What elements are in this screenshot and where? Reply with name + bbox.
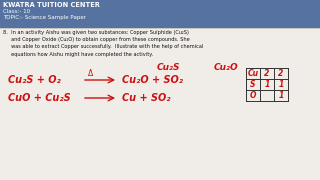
Text: Class:- 10: Class:- 10 (3, 9, 30, 14)
Text: 2: 2 (278, 69, 284, 78)
Text: Cu + SO₂: Cu + SO₂ (122, 93, 171, 103)
Text: Cu₂S + O₂: Cu₂S + O₂ (8, 75, 61, 85)
Text: Cu: Cu (247, 69, 259, 78)
Bar (0, 0, 320, 28)
Text: 2: 2 (264, 69, 270, 78)
Text: KWATRA TUITION CENTER: KWATRA TUITION CENTER (3, 2, 100, 8)
Text: TOPIC:- Science Sample Paper: TOPIC:- Science Sample Paper (3, 15, 86, 19)
Text: CuO + Cu₂S: CuO + Cu₂S (8, 93, 71, 103)
Text: 8.  In an activity Aishu was given two substances: Copper Sulphide (Cu₂S)
     a: 8. In an activity Aishu was given two su… (3, 30, 204, 57)
Text: Cu₂O: Cu₂O (214, 62, 238, 71)
Text: 1: 1 (278, 80, 284, 89)
Text: S: S (250, 80, 256, 89)
Text: 1: 1 (264, 80, 270, 89)
Text: 1: 1 (278, 91, 284, 100)
Text: O: O (250, 91, 256, 100)
Text: Cu₂O + SO₂: Cu₂O + SO₂ (122, 75, 183, 85)
Text: Δ: Δ (88, 69, 93, 78)
Text: Cu₂S: Cu₂S (156, 62, 180, 71)
